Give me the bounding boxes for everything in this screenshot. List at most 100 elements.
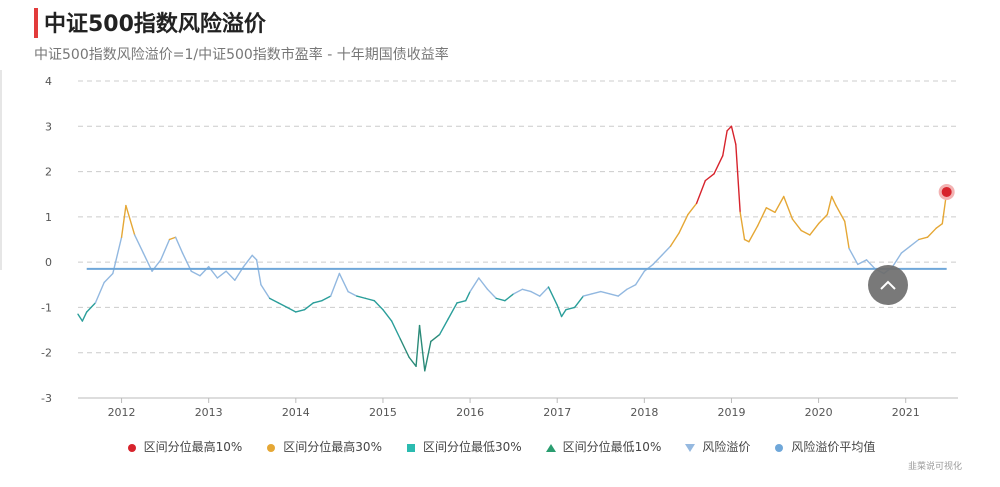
risk-premium-segment: [652, 254, 663, 266]
left-edge-divider: [0, 70, 2, 270]
risk-premium-segment: [591, 290, 602, 295]
risk-premium-segment: [260, 284, 271, 300]
risk-premium-segment: [573, 295, 585, 309]
risk-premium-segment: [303, 302, 314, 311]
risk-premium-segment: [830, 195, 837, 207]
risk-premium-segment: [809, 222, 820, 236]
risk-premium-segment: [364, 297, 375, 302]
legend-item-risk-premium[interactable]: 风险溢价: [683, 438, 750, 455]
y-tick-label: 2: [45, 166, 52, 179]
risk-premium-segment: [356, 295, 367, 300]
scroll-to-top-button[interactable]: [868, 265, 908, 305]
risk-premium-segment: [774, 195, 785, 214]
last-point-marker[interactable]: [941, 186, 952, 197]
risk-premium-segment: [81, 311, 88, 322]
risk-premium-segment: [168, 236, 177, 241]
risk-premium-segment: [382, 308, 393, 322]
risk-premium-segment: [415, 324, 421, 367]
risk-premium-segment: [678, 213, 689, 234]
risk-premium-segment: [338, 272, 349, 293]
risk-premium-segment: [530, 290, 541, 297]
risk-premium-segment: [704, 173, 715, 182]
x-tick-label: 2016: [456, 406, 484, 419]
y-tick-label: -2: [41, 347, 52, 360]
risk-premium-segment: [582, 293, 593, 297]
legend-item-low10[interactable]: 区间分位最低10%: [544, 438, 661, 455]
legend-swatch: [127, 443, 136, 452]
risk-premium-segment: [817, 213, 829, 225]
risk-premium-segment: [560, 308, 567, 318]
x-tick-label: 2021: [892, 406, 920, 419]
risk-premium-segment: [800, 229, 811, 236]
legend-marker-risk-premium: [683, 442, 697, 452]
risk-premium-segment: [399, 338, 410, 358]
x-tick-label: 2013: [195, 406, 223, 419]
risk-premium-segment: [739, 211, 746, 241]
legend-label-low30: 区间分位最低30%: [422, 440, 522, 454]
legend-item-top30[interactable]: 区间分位最高30%: [264, 438, 382, 455]
risk-premium-segment: [826, 195, 833, 216]
risk-premium-segment: [125, 204, 136, 236]
legend-item-average[interactable]: 风险溢价平均值: [772, 438, 875, 455]
risk-premium-segment: [608, 293, 619, 297]
chart-subtitle: 中证500指数风险溢价=1/中证500指数市盈率 - 十年期国债收益率: [34, 47, 449, 63]
risk-premium-segment: [891, 252, 903, 268]
risk-premium-segment: [521, 288, 532, 293]
legend-marker-low10: [544, 442, 558, 452]
risk-premium-segment: [669, 232, 680, 247]
risk-premium-segment: [756, 207, 768, 227]
risk-premium-segment: [190, 270, 201, 277]
risk-premium-segment: [713, 155, 724, 175]
chevron-up-icon: [880, 280, 896, 290]
risk-premium-segment: [120, 204, 127, 238]
y-tick-label: -3: [41, 392, 52, 405]
risk-premium-segment: [456, 299, 467, 304]
y-axis-ticks: 4 3 2 1 0 -1 -2 -3: [41, 75, 52, 405]
risk-premium-segment: [783, 195, 794, 220]
x-tick-label: 2020: [805, 406, 833, 419]
risk-premium-segment: [347, 290, 358, 297]
risk-premium-segment: [844, 220, 850, 250]
risk-premium-segment: [600, 290, 611, 295]
risk-premium-segment: [295, 308, 306, 313]
legend-item-top10[interactable]: 区间分位最高10%: [125, 438, 242, 455]
risk-premium-segment: [504, 293, 515, 302]
risk-premium-segment: [277, 302, 288, 309]
legend-label-top30: 区间分位最高30%: [283, 440, 382, 454]
risk-premium-segment: [857, 259, 868, 266]
title-accent-bar: [34, 8, 38, 38]
legend-swatch: [545, 443, 556, 452]
x-tick-label: 2014: [282, 406, 310, 419]
risk-premium-series: [77, 125, 948, 372]
risk-premium-segment: [926, 227, 937, 238]
risk-premium-segment: [661, 245, 672, 257]
risk-premium-segment: [225, 270, 236, 281]
risk-premium-segment: [418, 324, 426, 372]
risk-premium-segment: [865, 259, 876, 270]
risk-premium-segment: [565, 306, 576, 311]
y-tick-label: 1: [45, 211, 52, 224]
x-tick-label: 2015: [369, 406, 397, 419]
risk-premium-segment: [512, 288, 524, 295]
legend-item-low30[interactable]: 区间分位最低30%: [404, 438, 522, 455]
risk-premium-segment: [634, 270, 646, 286]
risk-premium-segment: [909, 238, 920, 247]
risk-premium-segment: [643, 263, 654, 272]
risk-premium-segment: [86, 302, 97, 313]
risk-premium-segment: [848, 247, 859, 266]
risk-premium-segment: [918, 236, 929, 241]
risk-premium-segment: [791, 218, 802, 232]
legend-marker-top10: [125, 442, 139, 452]
legend-marker-top30: [264, 442, 278, 452]
y-tick-label: -1: [41, 301, 52, 314]
risk-premium-segment: [312, 299, 323, 304]
risk-premium-segment: [687, 202, 698, 216]
risk-premium-segment: [438, 318, 449, 336]
risk-premium-segment: [286, 306, 297, 313]
risk-premium-segment: [408, 356, 417, 367]
risk-premium-segment: [160, 238, 171, 261]
x-tick-label: 2018: [630, 406, 658, 419]
risk-premium-segment: [255, 259, 262, 286]
risk-premium-segment: [465, 290, 471, 302]
risk-premium-segment: [722, 130, 728, 157]
